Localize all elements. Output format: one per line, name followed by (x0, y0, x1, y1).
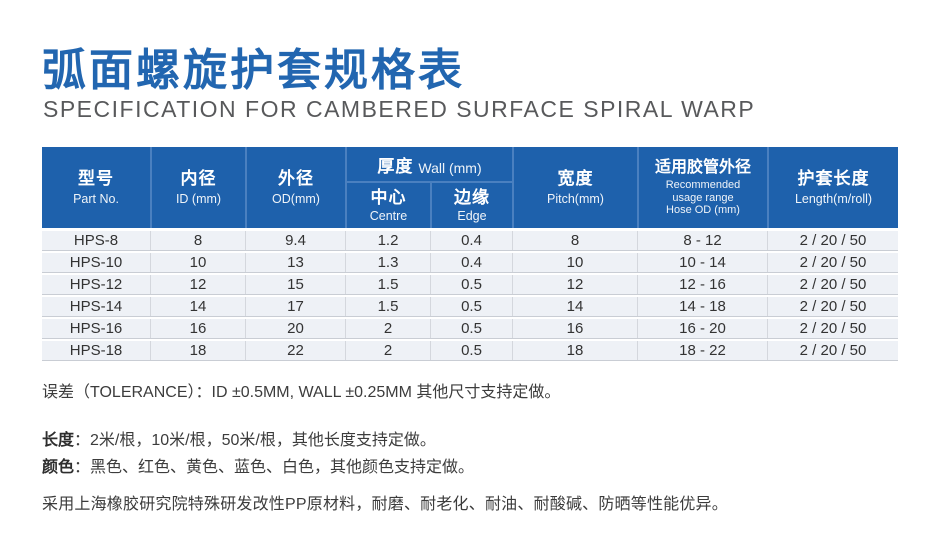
header-hose-od-en-1: Recommended (665, 179, 741, 192)
header-wall-centre: 中心 Centre (345, 183, 430, 228)
length-color-notes: 长度：2米/根，10米/根，50米/根，其他长度支持定做。 颜色：黑色、红色、黄… (42, 427, 902, 481)
cell-od: 20 (245, 319, 345, 338)
table-row-hps-18: HPS-18 18 22 2 0.5 18 18 - 22 2 / 20 / 5… (42, 341, 898, 361)
page-subtitle: SPECIFICATION FOR CAMBERED SURFACE SPIRA… (43, 96, 756, 122)
cell-id: 12 (150, 275, 245, 294)
header-length-en: Length(m/roll) (794, 191, 873, 206)
cell-pitch: 16 (512, 319, 637, 338)
table-row-hps-16: HPS-16 16 20 2 0.5 16 16 - 20 2 / 20 / 5… (42, 319, 898, 339)
cell-length: 2 / 20 / 50 (767, 319, 898, 338)
color-note-text: ：黑色、红色、黄色、蓝色、白色，其他颜色支持定做。 (74, 459, 475, 476)
header-length-zh: 护套长度 (797, 169, 870, 189)
cell-hose-od: 8 - 12 (637, 231, 767, 250)
header-length: 护套长度 Length(m/roll) (767, 147, 898, 228)
tolerance-note: 误差（TOLERANCE）：ID ±0.5MM, WALL ±0.25MM 其他… (42, 384, 561, 401)
cell-hose-od: 12 - 16 (637, 275, 767, 294)
color-note-label: 颜色 (42, 459, 75, 476)
header-pitch: 宽度 Pitch(mm) (512, 147, 637, 228)
header-wall-group: 厚度 Wall (mm) (345, 147, 512, 183)
length-note: 长度：2米/根，10米/根，50米/根，其他长度支持定做。 (42, 427, 902, 454)
cell-part-no: HPS-12 (69, 276, 123, 293)
header-od-zh: 外径 (278, 169, 314, 189)
cell-part-no: HPS-18 (69, 342, 123, 359)
cell-part-no: HPS-8 (73, 232, 119, 249)
cell-od: 13 (245, 253, 345, 272)
cell-od: 15 (245, 275, 345, 294)
header-part-no-en: Part No. (73, 191, 119, 206)
length-note-label: 长度 (42, 432, 75, 449)
header-od: 外径 OD(mm) (245, 147, 345, 228)
cell-length: 2 / 20 / 50 (767, 231, 898, 250)
header-wall-zh: 厚度 (377, 157, 414, 177)
cell-wall-edge: 0.5 (430, 319, 512, 338)
table-row-hps-12: HPS-12 12 15 1.5 0.5 12 12 - 16 2 / 20 /… (42, 275, 898, 295)
cell-length: 2 / 20 / 50 (767, 341, 898, 360)
color-note: 颜色：黑色、红色、黄色、蓝色、白色，其他颜色支持定做。 (42, 454, 902, 481)
header-id-en: ID (mm) (175, 191, 222, 206)
cell-length: 2 / 20 / 50 (767, 275, 898, 294)
header-part-no-zh: 型号 (78, 169, 114, 189)
cell-wall-centre: 2 (345, 319, 430, 338)
cell-hose-od: 18 - 22 (637, 341, 767, 360)
header-od-en: OD(mm) (272, 191, 320, 206)
header-centre-en: Centre (369, 208, 408, 223)
cell-wall-edge: 0.4 (430, 231, 512, 250)
cell-pitch: 14 (512, 297, 637, 316)
header-pitch-en: Pitch(mm) (547, 191, 604, 206)
cell-hose-od: 14 - 18 (637, 297, 767, 316)
table-row-hps-8: HPS-8 8 9.4 1.2 0.4 8 8 - 12 2 / 20 / 50 (42, 231, 898, 251)
cell-length: 2 / 20 / 50 (767, 253, 898, 272)
cell-wall-centre: 1.5 (345, 275, 430, 294)
header-wall-en: Wall (mm) (418, 159, 482, 176)
cell-id: 14 (150, 297, 245, 316)
notes-section: 误差（TOLERANCE）：ID ±0.5MM, WALL ±0.25MM 其他… (42, 378, 902, 514)
table-row-hps-10: HPS-10 10 13 1.3 0.4 10 10 - 14 2 / 20 /… (42, 253, 898, 273)
cell-wall-centre: 1.5 (345, 297, 430, 316)
cell-pitch: 18 (512, 341, 637, 360)
specification-table: 型号 Part No. 内径 ID (mm) 外径 OD(mm) 厚度 Wall… (42, 147, 898, 363)
cell-pitch: 8 (512, 231, 637, 250)
header-id: 内径 ID (mm) (150, 147, 245, 228)
cell-hose-od: 16 - 20 (637, 319, 767, 338)
cell-od: 9.4 (245, 231, 345, 250)
header-edge-zh: 边缘 (454, 188, 490, 208)
cell-od: 22 (245, 341, 345, 360)
table-header: 型号 Part No. 内径 ID (mm) 外径 OD(mm) 厚度 Wall… (42, 147, 898, 228)
cell-wall-edge: 0.5 (430, 275, 512, 294)
cell-id: 8 (150, 231, 245, 250)
cell-wall-centre: 2 (345, 341, 430, 360)
cell-length: 2 / 20 / 50 (767, 297, 898, 316)
cell-pitch: 10 (512, 253, 637, 272)
cell-part-no: HPS-14 (69, 298, 123, 315)
length-note-text: ：2米/根，10米/根，50米/根，其他长度支持定做。 (74, 432, 436, 449)
header-wall-edge: 边缘 Edge (430, 183, 512, 228)
cell-id: 10 (150, 253, 245, 272)
cell-pitch: 12 (512, 275, 637, 294)
header-hose-od-en-3: Hose OD (mm) (666, 203, 740, 216)
header-id-zh: 内径 (180, 169, 217, 189)
cell-id: 16 (150, 319, 245, 338)
cell-hose-od: 10 - 14 (637, 253, 767, 272)
header-hose-od-en-2: usage range (672, 191, 734, 204)
table-body: HPS-8 8 9.4 1.2 0.4 8 8 - 12 2 / 20 / 50… (42, 228, 898, 361)
header-edge-en: Edge (457, 208, 487, 223)
cell-wall-centre: 1.2 (345, 231, 430, 250)
header-pitch-zh: 宽度 (557, 169, 594, 189)
cell-wall-edge: 0.5 (430, 341, 512, 360)
cell-wall-centre: 1.3 (345, 253, 430, 272)
cell-part-no: HPS-10 (69, 254, 123, 271)
page-title: 弧面螺旋护套规格表 (42, 46, 465, 95)
table-row-hps-14: HPS-14 14 17 1.5 0.5 14 14 - 18 2 / 20 /… (42, 297, 898, 317)
cell-wall-edge: 0.5 (430, 297, 512, 316)
header-hose-od: 适用胶管外径 Recommended usage range Hose OD (… (637, 147, 767, 228)
header-part-no: 型号 Part No. (42, 147, 150, 228)
material-note: 采用上海橡胶研究院特殊研发改性PP原材料，耐磨、耐老化、耐油、耐酸碱、防晒等性能… (42, 496, 728, 513)
cell-wall-edge: 0.4 (430, 253, 512, 272)
cell-part-no: HPS-16 (69, 320, 123, 337)
header-hose-od-zh: 适用胶管外径 (654, 158, 751, 176)
header-centre-zh: 中心 (370, 188, 407, 208)
cell-id: 18 (150, 341, 245, 360)
cell-od: 17 (245, 297, 345, 316)
